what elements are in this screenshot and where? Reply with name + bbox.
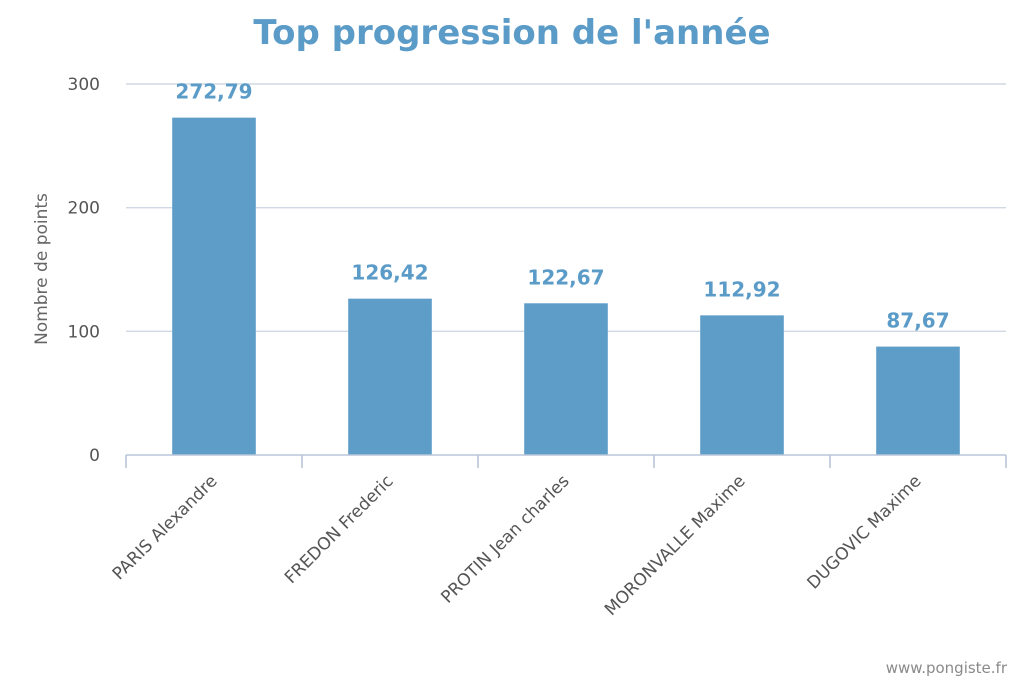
credit-text: www.pongiste.fr: [886, 659, 1008, 677]
chart-title: Top progression de l'année: [253, 13, 770, 53]
x-tick-label: MORONVALLE Maxime: [601, 471, 750, 620]
bar: [700, 315, 784, 455]
bar: [524, 303, 608, 455]
x-tick-label: PARIS Alexandre: [109, 471, 222, 584]
y-tick-label: 0: [89, 446, 100, 466]
data-label: 272,79: [175, 80, 252, 104]
data-label: 122,67: [527, 265, 604, 289]
x-tick-label: PROTIN Jean charles: [437, 471, 573, 607]
x-axis-ticks: PARIS Alexandre FREDON Frederic PROTIN Jea…: [109, 471, 926, 620]
y-axis-label: Nombre de points: [32, 193, 52, 345]
bars: [172, 117, 960, 456]
bar: [348, 298, 432, 455]
y-tick-label: 300: [68, 75, 100, 95]
y-axis-ticks: 0 100 200 300: [68, 75, 100, 466]
bar: [876, 346, 960, 455]
data-label: 87,67: [886, 309, 949, 333]
bar: [172, 117, 256, 456]
y-tick-label: 200: [68, 199, 100, 219]
y-tick-label: 100: [68, 322, 100, 342]
x-axis: [125, 454, 1007, 468]
data-label: 112,92: [703, 277, 780, 301]
data-labels: 272,79 126,42 122,67 112,92 87,67: [175, 80, 949, 333]
gridlines: [126, 83, 1006, 333]
x-tick-label: FREDON Frederic: [281, 471, 398, 588]
data-label: 126,42: [351, 261, 428, 285]
x-tick-label: DUGOVIC Maxime: [803, 471, 925, 593]
